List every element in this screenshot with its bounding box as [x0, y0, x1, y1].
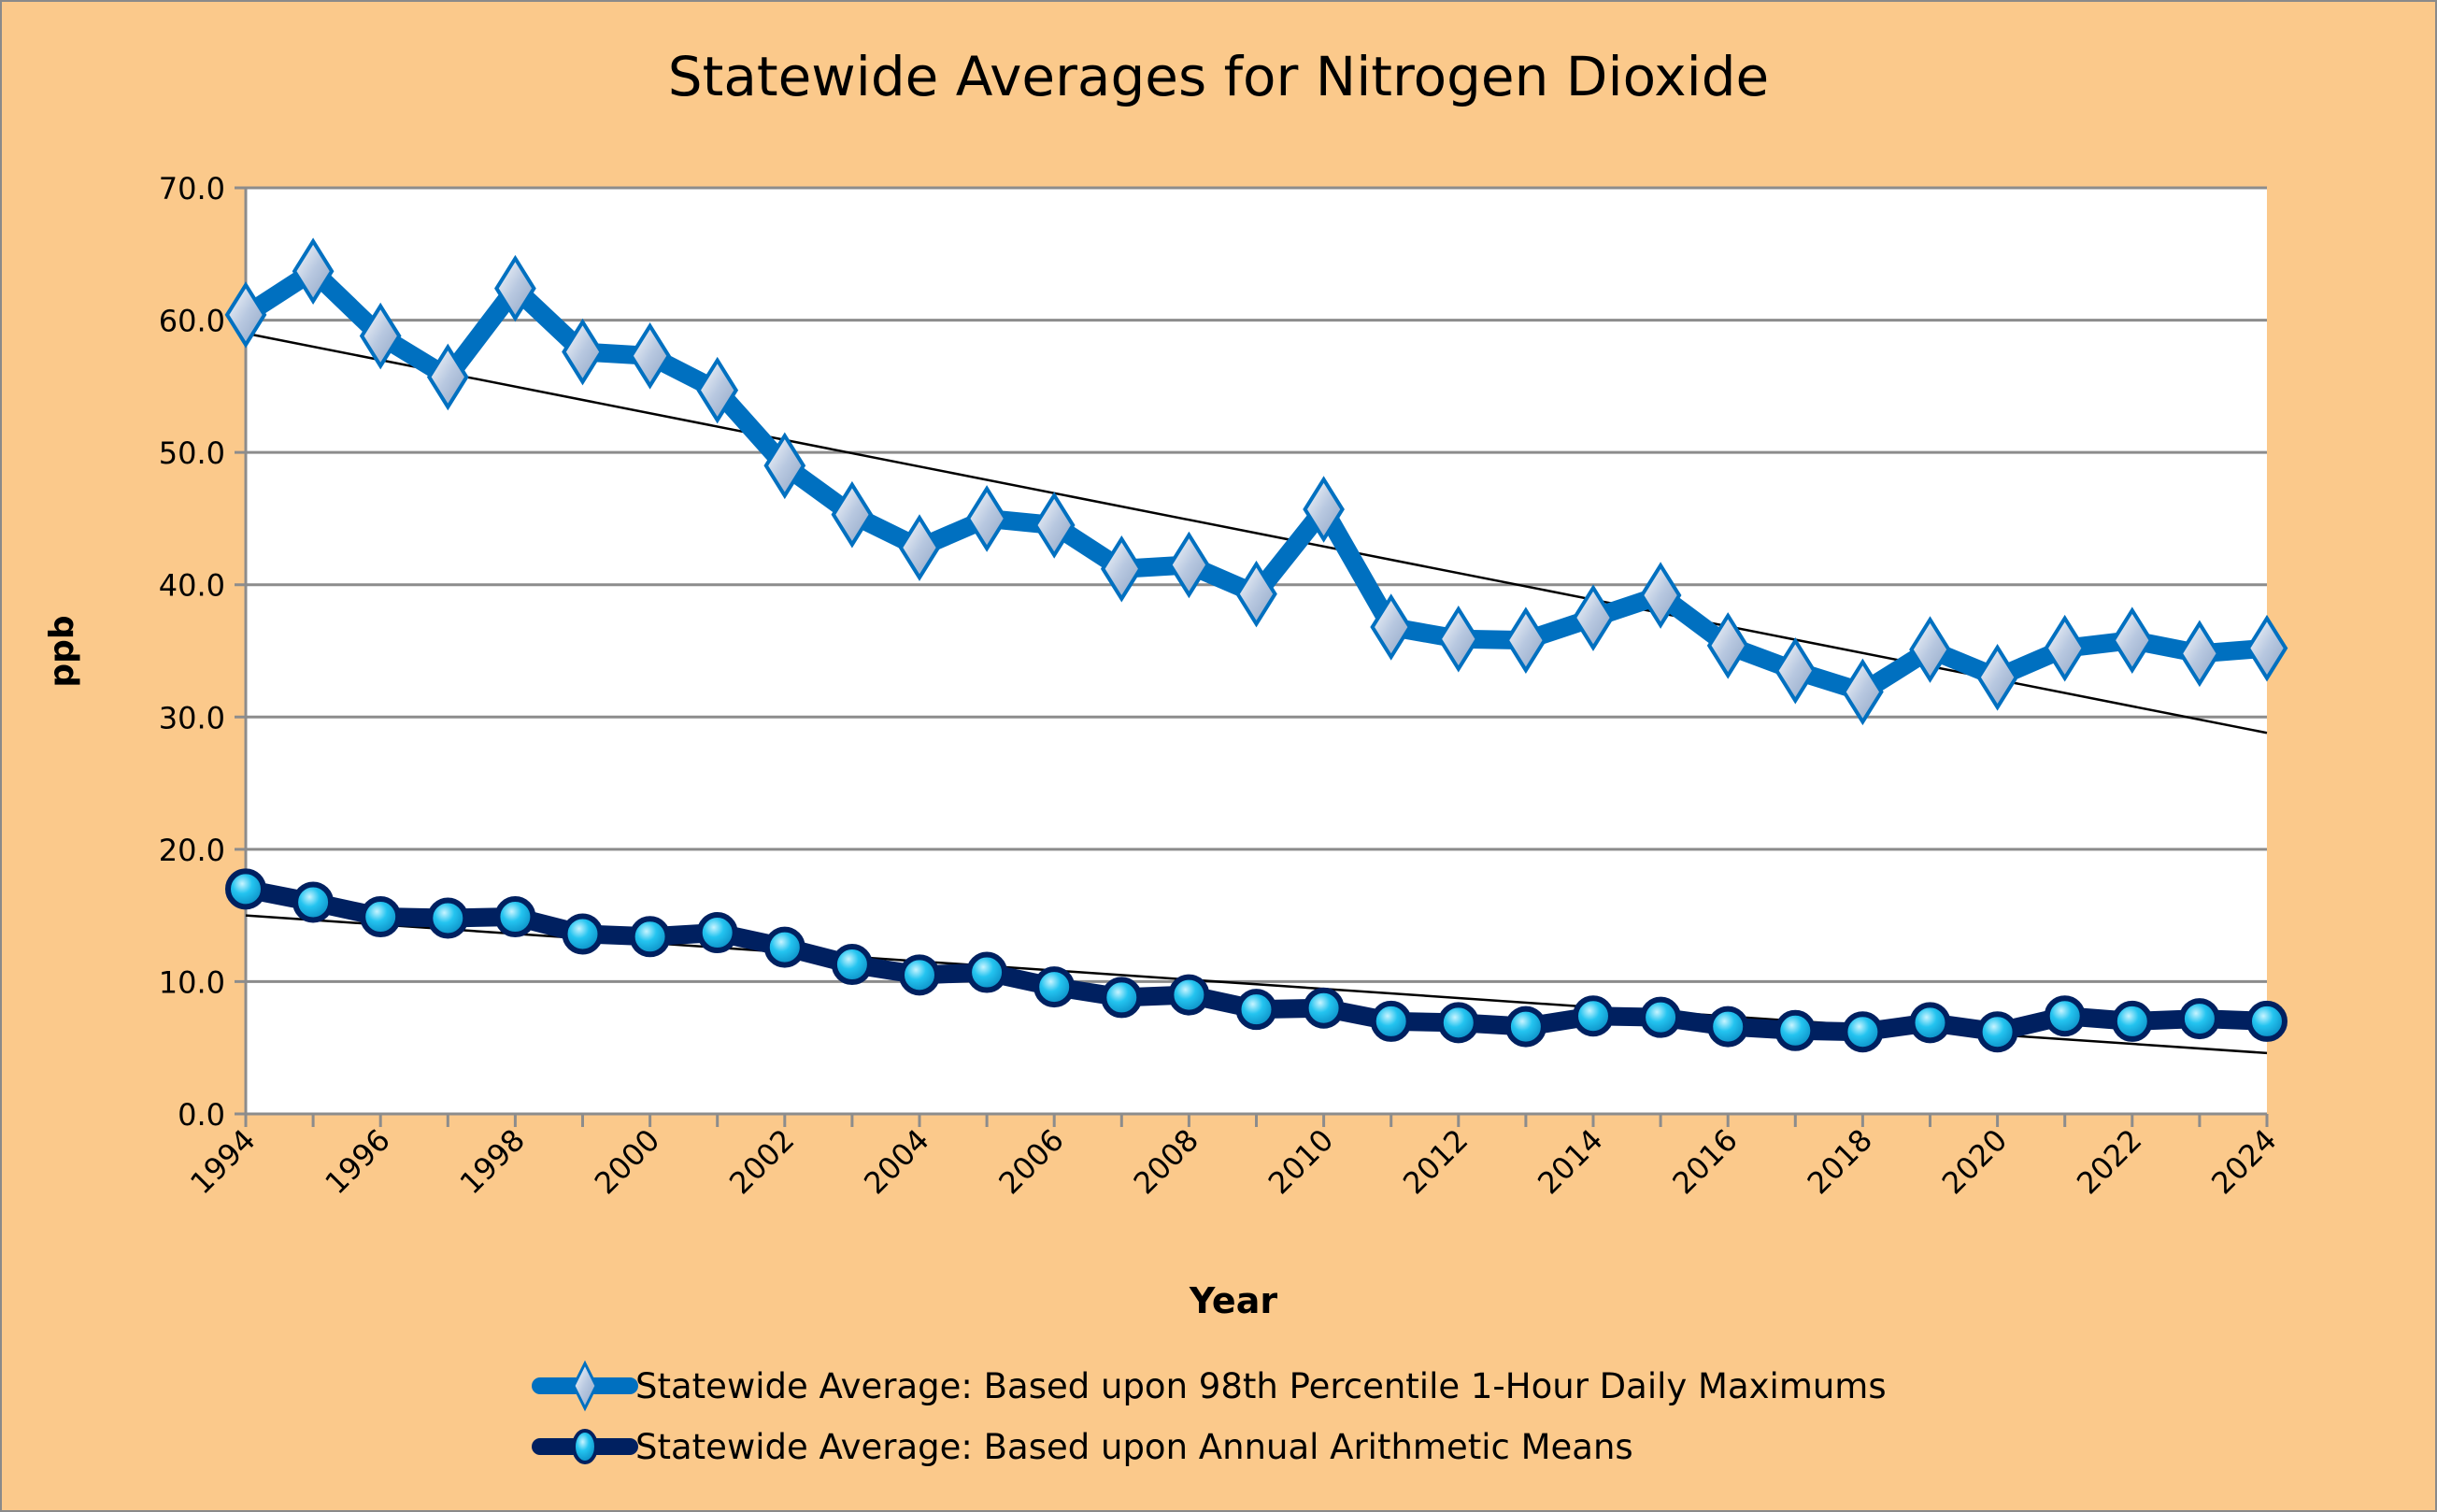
data-point-circle: [1370, 1000, 1412, 1042]
data-point-circle: [292, 881, 335, 923]
data-point-circle: [1235, 989, 1277, 1031]
y-tick-label: 40.0: [159, 568, 225, 604]
data-point-circle: [1774, 1009, 1817, 1051]
data-point-circle: [1909, 1002, 1951, 1044]
data-point-circle: [1976, 1011, 2018, 1053]
data-point-diamond: [1706, 612, 1749, 679]
data-point-circle: [696, 912, 738, 954]
data-point-diamond: [1774, 636, 1817, 705]
chart-title: Statewide Averages for Nitrogen Dioxide: [668, 45, 1769, 108]
data-point-diamond: [1639, 562, 1682, 629]
data-point-diamond: [1909, 616, 1951, 683]
data-point-circle: [494, 896, 536, 938]
data-point-diamond: [2178, 620, 2221, 688]
legend-label-1: Statewide Average: Based upon Annual Ari…: [635, 1427, 1633, 1467]
x-tick-label: 2006: [991, 1122, 1070, 1201]
legend: Statewide Average: Based upon 98th Perce…: [532, 1360, 1887, 1467]
y-tick-label: 50.0: [159, 435, 225, 471]
data-point-diamond: [292, 237, 335, 305]
data-point-circle: [2178, 998, 2220, 1040]
data-point-circle: [1437, 1002, 1479, 1044]
x-tick-label: 2000: [588, 1122, 666, 1201]
data-point-circle: [2111, 1000, 2153, 1042]
data-point-circle: [1101, 977, 1143, 1019]
x-tick-label: 2020: [1935, 1122, 2014, 1201]
y-tick-label: 20.0: [159, 833, 225, 868]
data-point-circle: [562, 913, 604, 955]
y-tick-label: 10.0: [159, 964, 225, 1000]
data-point-circle: [2044, 995, 2086, 1037]
x-tick-label: 2024: [2204, 1122, 2283, 1201]
data-point-diamond: [224, 281, 267, 349]
x-tick-label: 2016: [1665, 1122, 1744, 1201]
data-point-circle: [899, 954, 940, 996]
data-point-circle: [225, 868, 266, 910]
data-point-circle: [1033, 966, 1076, 1008]
data-point-diamond: [1100, 535, 1143, 603]
data-point-circle: [1573, 995, 1614, 1037]
data-point-diamond: [629, 322, 671, 390]
data-point-diamond: [831, 480, 874, 549]
data-point-diamond: [494, 254, 536, 322]
data-point-circle: [966, 951, 1008, 993]
data-point-diamond: [696, 356, 739, 424]
x-tick-label: 1998: [453, 1122, 532, 1201]
data-point-diamond: [1976, 644, 2018, 711]
data-point-diamond: [1370, 593, 1413, 661]
data-point-circle: [763, 926, 805, 968]
legend-label-0: Statewide Average: Based upon 98th Perce…: [635, 1366, 1887, 1406]
data-point-diamond: [2044, 614, 2087, 682]
x-tick-label: 2008: [1127, 1122, 1205, 1201]
data-point-diamond: [1235, 560, 1277, 628]
x-tick-label: 1996: [318, 1122, 396, 1201]
legend-diamond-icon: [572, 1360, 598, 1412]
data-point-circle: [427, 897, 469, 939]
y-tick-label: 0.0: [178, 1097, 225, 1133]
data-point-diamond: [1033, 492, 1076, 559]
x-tick-label: 1994: [183, 1122, 262, 1201]
data-point-diamond: [1572, 584, 1615, 651]
data-point-circle: [831, 944, 873, 986]
data-point-diamond: [1168, 531, 1210, 599]
data-point-diamond: [2245, 614, 2288, 682]
data-point-circle: [1168, 974, 1210, 1016]
data-point-circle: [1303, 987, 1345, 1029]
data-point-diamond: [965, 485, 1008, 552]
data-point-diamond: [1303, 476, 1345, 543]
data-point-circle: [1842, 1011, 1884, 1053]
data-point-diamond: [898, 514, 941, 581]
x-tick-label: 2014: [1531, 1122, 1609, 1201]
data-point-circle: [2246, 1000, 2287, 1042]
x-tick-label: 2010: [1261, 1122, 1340, 1201]
x-tick-label: 2022: [2070, 1122, 2148, 1201]
data-point-diamond: [359, 302, 402, 370]
data-point-diamond: [1437, 605, 1480, 673]
data-point-diamond: [1504, 606, 1547, 674]
data-point-diamond: [562, 318, 604, 386]
data-point-diamond: [2111, 606, 2154, 674]
y-tick-label: 30.0: [159, 700, 225, 735]
x-axis-label: Year: [1189, 1280, 1277, 1321]
data-point-circle: [1640, 996, 1682, 1038]
x-tick-label: 2004: [857, 1122, 935, 1201]
data-point-circle: [1504, 1006, 1546, 1048]
data-point-diamond: [763, 432, 806, 500]
data-point-circle: [629, 916, 671, 958]
y-tick-label: 70.0: [159, 171, 225, 207]
x-tick-label: 2012: [1396, 1122, 1475, 1201]
x-tick-label: 2002: [722, 1122, 801, 1201]
data-point-diamond: [1842, 658, 1884, 726]
legend-circle-icon: [572, 1429, 598, 1464]
data-point-diamond: [426, 343, 469, 411]
data-point-circle: [1707, 1006, 1749, 1048]
y-axis-label: ppb: [43, 615, 81, 687]
data-point-circle: [360, 896, 402, 938]
y-tick-label: 60.0: [159, 304, 225, 339]
x-tick-label: 2018: [1801, 1122, 1879, 1201]
